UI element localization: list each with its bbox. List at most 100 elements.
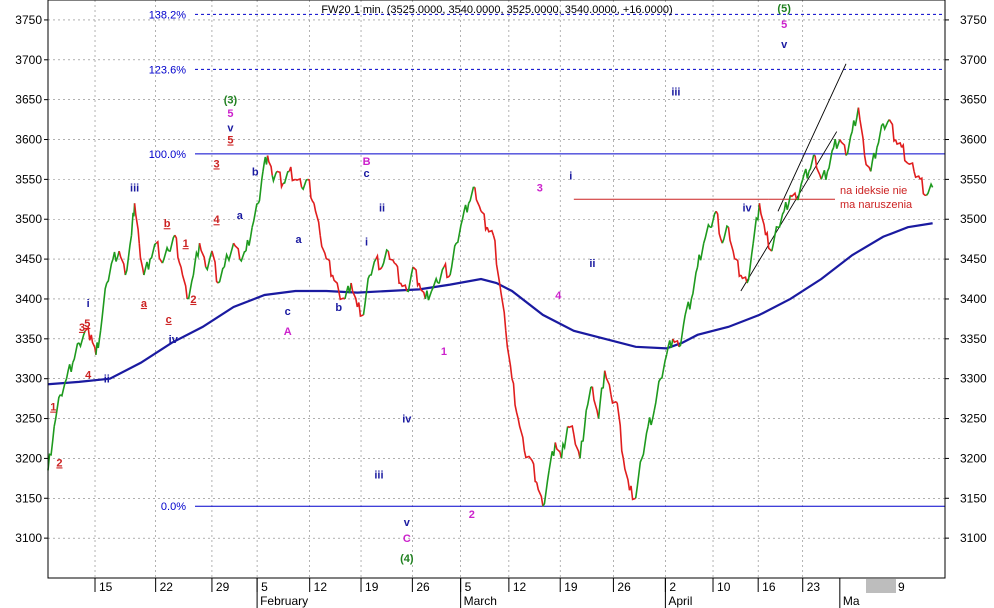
x-tick-label: 29 <box>216 580 230 594</box>
price-segment <box>271 171 278 184</box>
y-tick-label-left: 3350 <box>15 332 42 346</box>
wave-label: ii <box>379 202 385 214</box>
price-segment <box>888 119 897 143</box>
price-segment <box>232 242 241 260</box>
price-segment <box>783 195 792 212</box>
price-segment <box>901 142 909 165</box>
price-segment <box>356 302 364 318</box>
wave-label: 5 <box>781 19 787 31</box>
price-segment <box>95 330 102 355</box>
wave-label: B <box>363 156 371 168</box>
wave-label: C <box>403 533 411 545</box>
price-segment <box>239 250 247 263</box>
price-segment <box>430 276 439 292</box>
x-tick-label: 26 <box>416 580 430 594</box>
price-segment <box>591 386 600 419</box>
wave-label: 2 <box>56 457 62 469</box>
moving-average-line <box>47 222 933 386</box>
y-tick-label-right: 3200 <box>960 451 987 465</box>
price-segment <box>155 240 164 264</box>
price-segment <box>492 234 501 284</box>
price-segment <box>845 131 853 156</box>
price-segment <box>461 203 470 220</box>
price-segment <box>672 338 680 348</box>
price-segment <box>660 354 668 380</box>
price-segment <box>295 177 303 188</box>
price-segment <box>727 227 736 260</box>
wave-label: b <box>164 218 171 230</box>
price-segment <box>647 410 656 427</box>
month-label: March <box>464 594 497 608</box>
price-segment <box>548 442 557 471</box>
x-tick-label: 22 <box>160 580 174 594</box>
y-axis-left: 3100 3150 3200 3250 3300 3350 3400 3450 3500 3550… <box>15 13 48 545</box>
y-tick-label-left: 3750 <box>15 13 42 27</box>
price-segment <box>251 202 259 228</box>
wave-label: b <box>335 302 342 314</box>
price-segment <box>925 182 934 196</box>
price-segment <box>696 243 705 268</box>
price-segment <box>474 187 482 212</box>
price-segment <box>266 155 274 176</box>
y-tick-label-left: 3100 <box>15 531 42 545</box>
wave-label: (3) <box>224 95 238 107</box>
price-segment <box>47 426 55 471</box>
fib-label: 123.6% <box>149 64 187 76</box>
price-segment <box>567 425 575 435</box>
wave-label: 2 <box>469 509 475 521</box>
price-segment <box>542 470 550 507</box>
price-segment <box>406 266 414 293</box>
price-segment <box>288 166 296 182</box>
y-axis-right: 3100 3150 3200 3250 3300 3350 3400 3450 3500 3550… <box>945 13 987 545</box>
price-segment <box>616 402 625 459</box>
y-tick-label-right: 3450 <box>960 252 987 266</box>
price-segment <box>180 266 188 300</box>
wave-label: 1 <box>441 346 447 358</box>
price-segment <box>690 266 699 300</box>
wave-label: i <box>569 170 572 182</box>
month-label: Ma <box>843 594 860 608</box>
price-segment <box>622 458 631 491</box>
wave-label: i <box>87 298 90 310</box>
wave-label: 4 <box>85 370 92 382</box>
price-segment <box>133 203 141 244</box>
wave-label: v <box>404 517 411 529</box>
channel-lines <box>740 63 847 292</box>
y-tick-label-right: 3750 <box>960 13 987 27</box>
wave-label: iii <box>671 87 680 99</box>
price-segment <box>99 282 108 331</box>
price-segment <box>381 248 389 268</box>
price-segment <box>839 139 847 156</box>
price-segment <box>387 250 396 264</box>
x-tick-label: 5 <box>465 580 472 594</box>
y-tick-label-right: 3150 <box>960 491 987 505</box>
wave-label: v <box>227 123 234 135</box>
price-segment <box>628 485 636 501</box>
price-segment <box>78 330 86 349</box>
price-segment <box>678 314 686 348</box>
price-segment <box>764 230 773 252</box>
price-segment <box>715 210 724 244</box>
wave-label: a <box>141 298 148 310</box>
price-segment <box>313 203 321 236</box>
price-segment <box>814 155 823 180</box>
annotation-line-1: na ideksie nie <box>840 185 907 197</box>
price-segment <box>130 203 136 236</box>
price-segment <box>337 290 346 301</box>
price-segment <box>449 242 457 276</box>
price-segment <box>118 250 127 276</box>
wave-label: 5 <box>84 318 90 330</box>
y-tick-label-right: 3400 <box>960 292 987 306</box>
price-segment <box>205 250 213 272</box>
price-segment <box>851 107 860 132</box>
price-segment <box>820 170 829 180</box>
price-segment <box>112 250 120 262</box>
x-tick-label: 19 <box>365 580 379 594</box>
wave-label: v <box>781 39 788 51</box>
price-segment <box>597 370 606 419</box>
price-segment <box>789 191 798 200</box>
y-tick-label-right: 3300 <box>960 372 987 386</box>
price-segment <box>777 210 785 229</box>
price-segment <box>740 274 748 284</box>
